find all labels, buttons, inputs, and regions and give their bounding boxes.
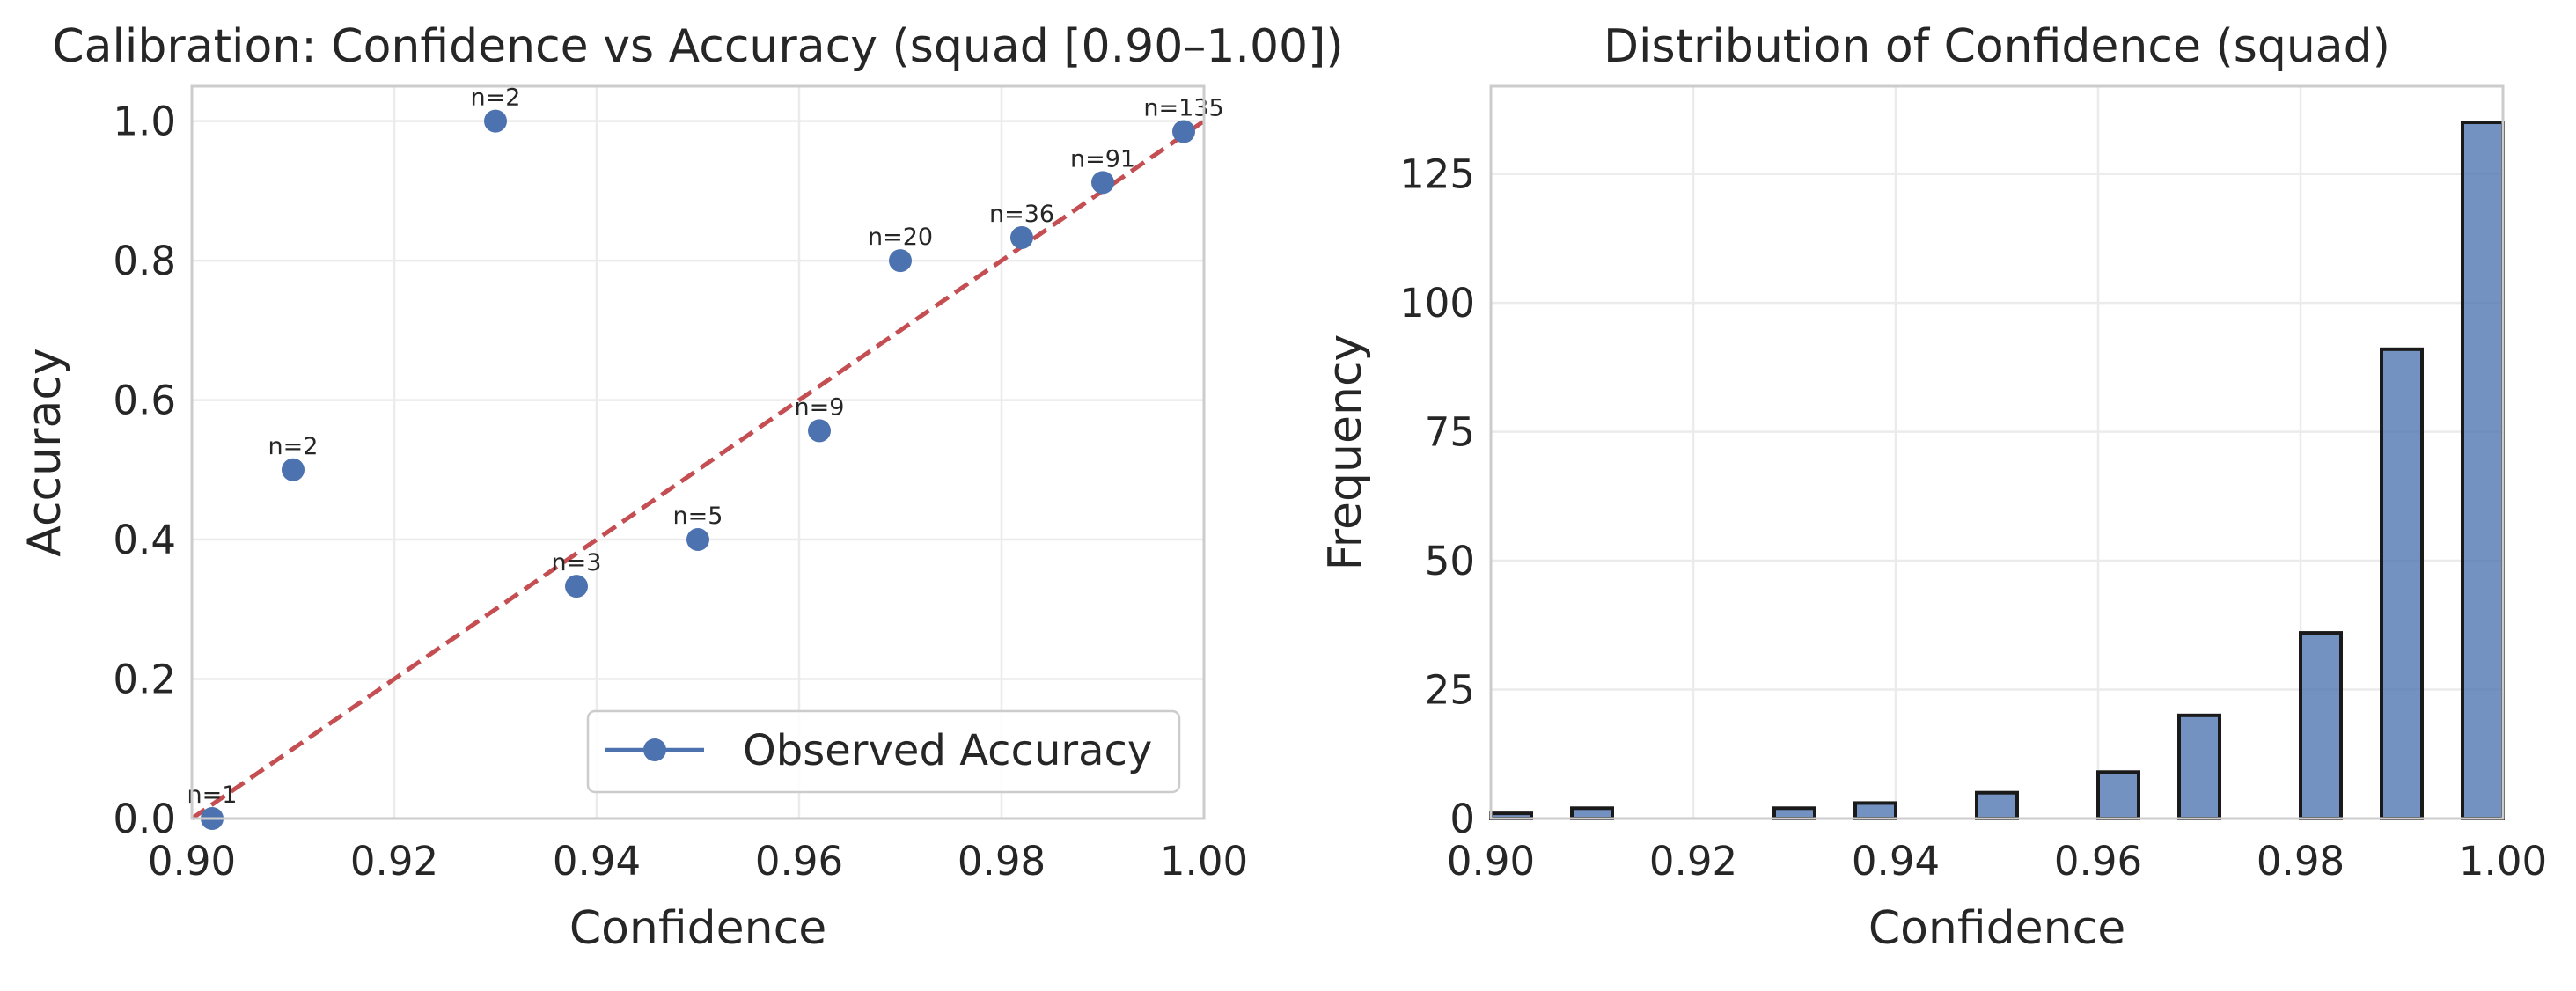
distribution-y-label: Frequency xyxy=(1319,334,1372,571)
calibration-title: Calibration: Confidence vs Accuracy (squ… xyxy=(52,20,1343,73)
legend-box xyxy=(586,709,1181,794)
y-tick-label: 0.4 xyxy=(113,517,176,563)
bin-count-label: n=5 xyxy=(673,503,723,530)
confidence-bar xyxy=(1853,801,1897,821)
bin-count-label: n=91 xyxy=(1070,145,1135,173)
y-tick-label: 0.2 xyxy=(113,657,176,703)
calibration-plot-frame xyxy=(190,84,1206,820)
x-tick-label: 0.96 xyxy=(2054,838,2142,885)
bin-count-label: n=3 xyxy=(552,549,602,576)
accuracy-point xyxy=(889,249,912,273)
confidence-bar xyxy=(2177,713,2221,820)
accuracy-point xyxy=(1010,225,1033,249)
confidence-bar xyxy=(1975,790,2019,820)
confidence-bar xyxy=(2096,770,2140,820)
perfect-calibration-line xyxy=(190,119,1206,821)
x-tick-label: 0.98 xyxy=(958,838,1046,885)
bin-count-label: n=20 xyxy=(868,224,933,251)
calibration-legend: Observed Accuracy xyxy=(586,709,1181,794)
bin-count-label: n=9 xyxy=(795,393,845,421)
y-tick-label: 0 xyxy=(1449,796,1475,842)
x-tick-label: 0.90 xyxy=(1447,838,1535,885)
bin-count-label: n=2 xyxy=(471,84,521,112)
y-tick-label: 100 xyxy=(1399,280,1475,327)
bin-count-label: n=36 xyxy=(989,201,1054,228)
x-tick-label: 0.98 xyxy=(2257,838,2345,885)
x-tick-label: 0.92 xyxy=(1649,838,1737,885)
accuracy-point xyxy=(484,109,507,133)
distribution-title: Distribution of Confidence (squad) xyxy=(1604,20,2390,73)
x-tick-label: 0.90 xyxy=(148,838,236,885)
confidence-bar xyxy=(2380,347,2424,820)
y-tick-label: 50 xyxy=(1425,538,1475,584)
legend-label-observed-accuracy: Observed Accuracy xyxy=(743,726,1152,775)
accuracy-point xyxy=(1172,120,1195,143)
bin-count-label: n=1 xyxy=(187,782,238,809)
calibration-grid xyxy=(190,86,1206,820)
accuracy-point xyxy=(808,419,831,443)
accuracy-point xyxy=(686,528,709,552)
confidence-bar xyxy=(2461,121,2505,820)
y-tick-label: 0.0 xyxy=(113,796,176,842)
calibration-ticks: 0.90 0.92 0.94 0.96 0.98 1.00 0.0 0.2 0.4 0.6 0.8 1… xyxy=(113,99,1248,885)
distribution-x-label: Confidence xyxy=(1868,902,2125,955)
x-tick-label: 1.00 xyxy=(1160,838,1248,885)
distribution-panel: 0.90 0.92 0.94 0.96 0.98 1.00 0 25 50 75 100 125 Di… xyxy=(1319,20,2547,955)
y-tick-label: 75 xyxy=(1425,409,1475,456)
calibration-y-label: Accuracy xyxy=(18,348,71,556)
accuracy-point xyxy=(282,458,305,481)
bin-count-label: n=135 xyxy=(1143,95,1223,122)
calibration-x-label: Confidence xyxy=(569,902,826,955)
confidence-bar xyxy=(1570,806,1614,820)
y-tick-label: 0.8 xyxy=(113,238,176,284)
y-tick-label: 25 xyxy=(1425,667,1475,714)
calibration-panel: n=1 n=2 n=2 n=3 n=5 n=9 n=20 n=36 n=91 n=135 0.90… xyxy=(18,20,1344,955)
x-tick-label: 0.94 xyxy=(553,838,641,885)
y-tick-label: 125 xyxy=(1399,151,1475,198)
bin-count-label: n=2 xyxy=(268,433,319,460)
x-tick-label: 0.94 xyxy=(1852,838,1940,885)
x-tick-label: 0.96 xyxy=(755,838,843,885)
legend-marker-swatch xyxy=(643,738,666,761)
x-tick-label: 1.00 xyxy=(2459,838,2547,885)
confidence-bar xyxy=(2299,631,2343,821)
accuracy-point xyxy=(1091,171,1114,195)
confidence-bar xyxy=(1772,806,1816,820)
distribution-plot-frame xyxy=(1489,84,2505,820)
calibration-marks: n=1 n=2 n=2 n=3 n=5 n=9 n=20 n=36 n=91 n=135 xyxy=(187,84,1224,830)
y-tick-label: 1.0 xyxy=(113,99,176,145)
y-tick-label: 0.6 xyxy=(113,378,176,424)
distribution-ticks: 0.90 0.92 0.94 0.96 0.98 1.00 0 25 50 75 100 125 xyxy=(1399,151,2547,885)
x-tick-label: 0.92 xyxy=(350,838,438,885)
accuracy-point xyxy=(565,575,588,598)
